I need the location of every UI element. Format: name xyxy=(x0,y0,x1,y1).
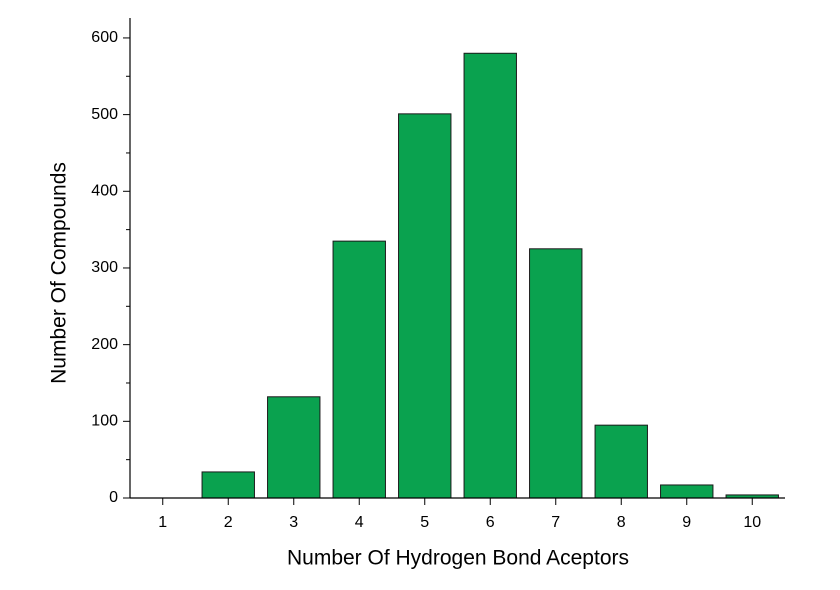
y-axis-title: Number Of Compounds xyxy=(48,162,71,384)
x-tick-label: 8 xyxy=(617,514,626,531)
bar xyxy=(267,396,321,499)
bar xyxy=(463,52,517,499)
y-tick-label: 300 xyxy=(91,259,118,276)
x-tick-label: 9 xyxy=(682,514,691,531)
bar xyxy=(594,424,648,499)
x-tick-label: 7 xyxy=(551,514,560,531)
x-tick-label: 2 xyxy=(224,514,233,531)
bar xyxy=(332,240,386,499)
x-tick-label: 3 xyxy=(289,514,298,531)
x-axis-title: Number Of Hydrogen Bond Aceptors xyxy=(287,547,629,570)
bar xyxy=(201,471,255,499)
x-tick-label: 1 xyxy=(158,514,167,531)
bar xyxy=(529,248,583,499)
y-tick-label: 400 xyxy=(91,183,118,200)
x-tick-label: 4 xyxy=(355,514,364,531)
y-tick-label: 200 xyxy=(91,336,118,353)
x-tick-label: 5 xyxy=(420,514,429,531)
bar xyxy=(398,113,452,499)
y-tick-label: 100 xyxy=(91,413,118,430)
y-tick-label: 0 xyxy=(109,489,118,506)
x-tick-label: 10 xyxy=(743,514,761,531)
bar xyxy=(660,484,714,499)
y-tick-label: 500 xyxy=(91,106,118,123)
y-tick-label: 600 xyxy=(91,29,118,46)
x-tick-label: 6 xyxy=(486,514,495,531)
